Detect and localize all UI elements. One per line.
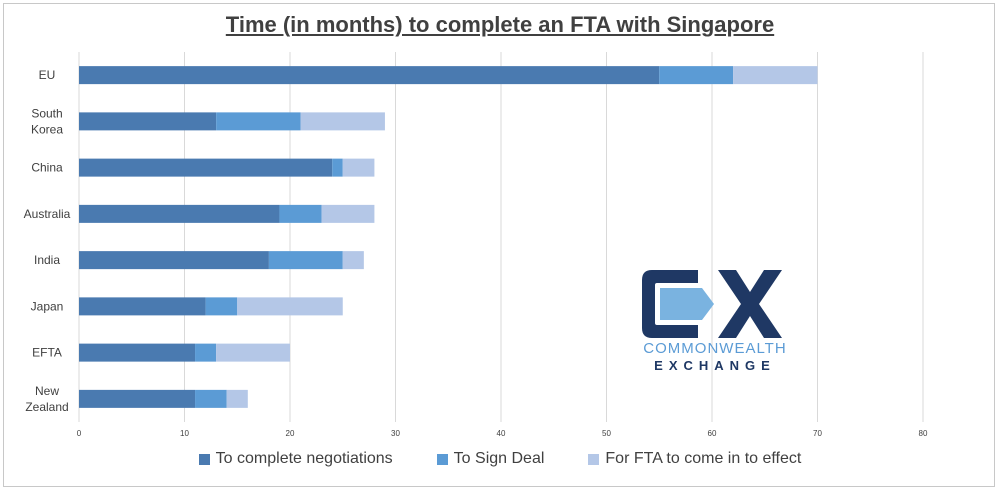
category-label-eu: EU [39, 68, 56, 82]
bar-south-korea-series-3 [300, 112, 385, 131]
bar-new-zealand-series-1 [79, 389, 196, 408]
x-tick-label-50: 50 [602, 429, 611, 438]
bar-australia-series-1 [79, 204, 280, 223]
chart-legend: To complete negotiations To Sign Deal Fo… [0, 450, 1000, 468]
legend-item-negotiations: To complete negotiations [198, 450, 393, 468]
category-label-south-korea-line-2: Korea [31, 122, 63, 136]
category-label-efta: EFTA [32, 346, 62, 360]
category-label-japan: Japan [31, 299, 64, 313]
bar-india-series-2 [268, 251, 343, 270]
bar-new-zealand-series-2 [195, 389, 227, 408]
legend-swatch-sign-deal [436, 453, 448, 465]
bar-efta-series-2 [195, 343, 217, 362]
bar-efta-series-1 [79, 343, 196, 362]
legend-swatch-negotiations [198, 453, 210, 465]
commonwealth-exchange-logo: COMMONWEALTH EXCHANGE [640, 268, 790, 373]
x-tick-label-10: 10 [180, 429, 189, 438]
bar-efta-series-3 [216, 343, 290, 362]
chart-title: Time (in months) to complete an FTA with… [225, 12, 775, 37]
bar-india-series-3 [342, 251, 364, 270]
bar-eu-series-3 [733, 66, 818, 85]
bar-japan-series-3 [237, 297, 343, 316]
x-tick-label-0: 0 [77, 429, 82, 438]
bar-india-series-1 [79, 251, 269, 270]
category-label-new-zealand-line-1: New [35, 384, 59, 398]
legend-label-effect: For FTA to come in to effect [605, 450, 802, 467]
legend-swatch-effect [588, 453, 600, 465]
x-tick-label-70: 70 [813, 429, 822, 438]
bar-new-zealand-series-3 [226, 389, 248, 408]
x-tick-label-30: 30 [391, 429, 400, 438]
bar-eu-series-2 [659, 66, 734, 85]
logo-mark-icon [642, 270, 782, 338]
bar-china-series-3 [342, 158, 375, 177]
bar-south-korea-series-1 [79, 112, 217, 131]
x-tick-label-60: 60 [708, 429, 717, 438]
category-label-south-korea-line-1: South [31, 106, 62, 120]
category-label-china: China [31, 161, 63, 175]
category-label-australia: Australia [24, 207, 71, 221]
legend-item-effect: For FTA to come in to effect [588, 450, 801, 468]
legend-item-sign-deal: To Sign Deal [436, 450, 545, 468]
x-tick-label-20: 20 [286, 429, 295, 438]
bar-china-series-2 [332, 158, 343, 177]
legend-label-negotiations: To complete negotiations [215, 450, 393, 467]
bar-japan-series-2 [205, 297, 238, 316]
logo-text-commonwealth: COMMONWEALTH [643, 340, 787, 357]
logo-text-exchange: EXCHANGE [654, 358, 776, 373]
legend-label-sign-deal: To Sign Deal [453, 450, 545, 467]
bar-south-korea-series-2 [216, 112, 301, 131]
category-label-india: India [34, 253, 60, 267]
category-label-new-zealand-line-2: Zealand [25, 400, 68, 414]
bar-australia-series-3 [321, 204, 375, 223]
x-tick-label-40: 40 [497, 429, 506, 438]
bar-australia-series-2 [279, 204, 322, 223]
x-tick-label-80: 80 [919, 429, 928, 438]
bar-eu-series-1 [79, 66, 660, 85]
bar-japan-series-1 [79, 297, 206, 316]
bar-china-series-1 [79, 158, 333, 177]
